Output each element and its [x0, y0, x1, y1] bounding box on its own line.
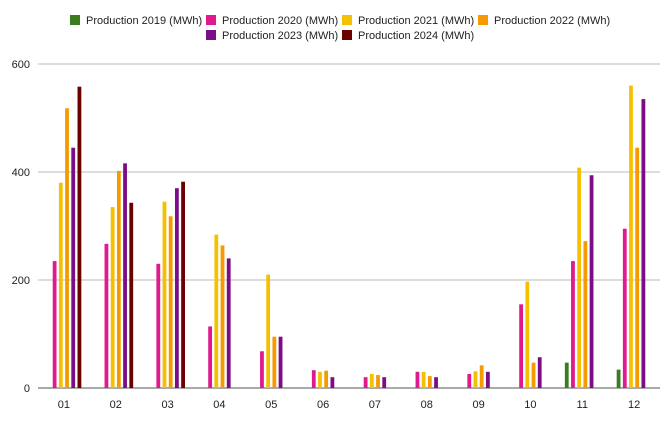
legend-item: Production 2024 (MWh)	[342, 30, 474, 42]
bar	[641, 99, 646, 388]
bar	[467, 373, 472, 388]
bar	[622, 228, 627, 388]
bar	[123, 163, 127, 388]
grid	[38, 63, 660, 389]
bar	[116, 170, 121, 388]
bar	[65, 108, 69, 388]
x-tick-label: 06	[317, 399, 329, 411]
y-tick-label: 600	[12, 59, 30, 71]
y-tick-label: 400	[12, 167, 30, 179]
legend-swatch	[478, 15, 488, 25]
bar	[427, 376, 432, 388]
legend-item: Production 2021 (MWh)	[342, 15, 474, 27]
bar	[537, 357, 542, 388]
bar	[226, 258, 231, 388]
bar	[629, 85, 633, 388]
legend-item: Production 2023 (MWh)	[206, 30, 338, 42]
bar	[318, 371, 322, 388]
x-tick-label: 10	[524, 399, 536, 411]
legend-item: Production 2019 (MWh)	[70, 15, 202, 27]
bar	[220, 245, 225, 388]
x-tick-label: 04	[213, 399, 225, 411]
bar	[577, 167, 582, 388]
bar	[415, 371, 420, 388]
bar	[434, 377, 438, 388]
bar	[382, 377, 387, 388]
bar	[635, 147, 640, 388]
x-tick-label: 01	[58, 399, 70, 411]
axes: 0 200 400 600 01 02 03 04 05 06 07 08 09 10 11 12	[12, 59, 641, 411]
bar	[58, 182, 63, 388]
bar	[272, 336, 277, 388]
x-tick-label: 05	[265, 399, 277, 411]
bar	[324, 370, 329, 388]
bar	[583, 241, 588, 388]
legend-swatch	[342, 15, 352, 25]
bar	[71, 147, 76, 388]
bar	[208, 326, 213, 388]
bar	[421, 371, 426, 388]
bars	[52, 85, 646, 389]
x-tick-label: 11	[577, 399, 588, 411]
bar	[174, 188, 179, 388]
bar	[616, 369, 621, 388]
bar	[110, 207, 115, 388]
bar	[485, 371, 490, 388]
bar	[330, 377, 335, 388]
legend-label: Production 2024 (MWh)	[358, 30, 474, 42]
bar	[473, 371, 478, 388]
legend-item: Production 2022 (MWh)	[478, 15, 610, 27]
bar	[266, 274, 271, 388]
x-tick-label: 07	[369, 399, 381, 411]
x-tick-label: 09	[472, 399, 484, 411]
legend-swatch	[206, 15, 216, 25]
legend-swatch	[70, 15, 80, 25]
bar	[479, 365, 484, 388]
x-tick-label: 02	[110, 399, 122, 411]
legend-swatch	[206, 30, 216, 40]
bar	[156, 263, 161, 388]
legend-swatch	[342, 30, 352, 40]
bar	[525, 281, 530, 388]
y-tick-label: 200	[12, 275, 30, 287]
bar	[260, 351, 264, 388]
legend-label: Production 2023 (MWh)	[222, 30, 338, 42]
bar	[77, 86, 82, 389]
y-tick-label: 0	[24, 383, 30, 395]
legend-label: Production 2020 (MWh)	[222, 15, 338, 27]
legend-item: Production 2020 (MWh)	[206, 15, 338, 27]
bar	[214, 234, 219, 388]
bar	[369, 373, 374, 388]
bar	[104, 243, 109, 388]
bar	[168, 216, 173, 388]
bar	[363, 377, 368, 388]
legend: Production 2019 (MWh) Production 2020 (MW…	[70, 15, 610, 42]
bar	[181, 181, 185, 388]
x-tick-label: 12	[628, 399, 640, 411]
bar	[531, 362, 536, 388]
bar	[519, 304, 524, 388]
x-tick-label: 08	[421, 399, 433, 411]
legend-label: Production 2019 (MWh)	[86, 15, 202, 27]
bar	[52, 261, 57, 388]
bar	[376, 375, 380, 388]
legend-label: Production 2021 (MWh)	[358, 15, 474, 27]
bar	[564, 362, 569, 388]
bar	[311, 370, 316, 388]
bar	[571, 261, 575, 388]
bar	[589, 175, 594, 388]
bar	[129, 202, 134, 388]
x-tick-label: 03	[161, 399, 173, 411]
bar	[162, 201, 167, 388]
legend-label: Production 2022 (MWh)	[494, 15, 610, 27]
bar	[278, 336, 283, 388]
